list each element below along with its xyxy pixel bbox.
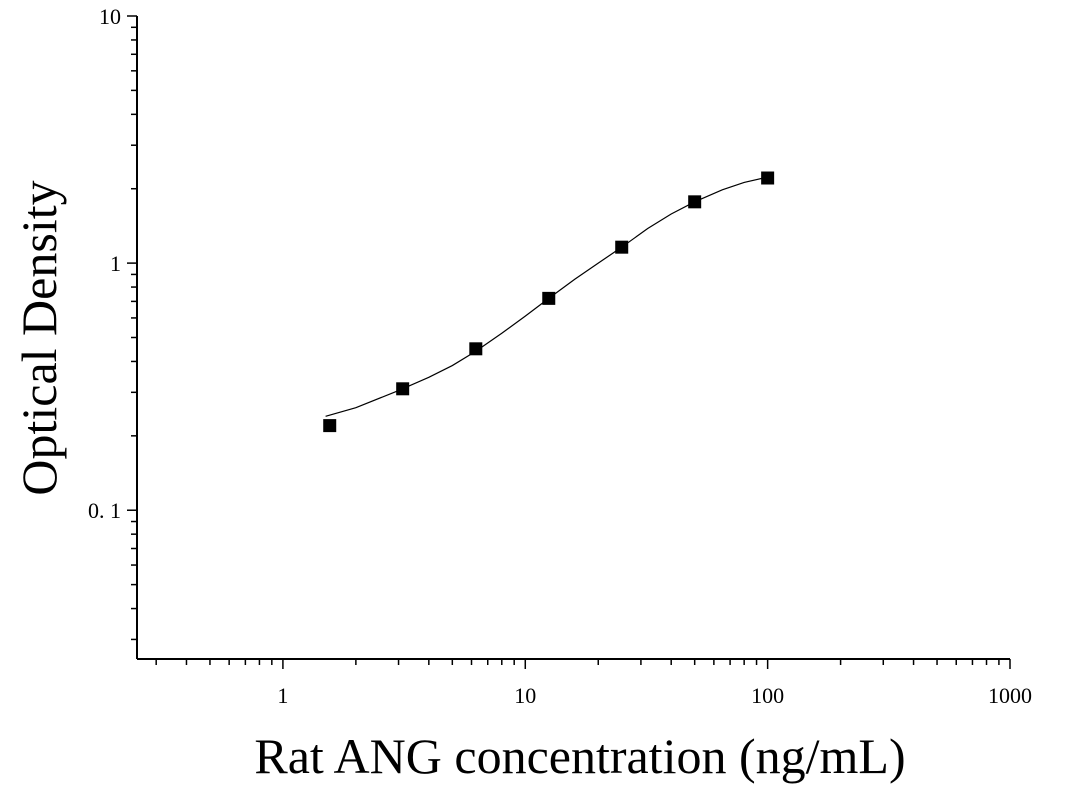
data-point <box>542 291 556 305</box>
data-point <box>615 240 629 254</box>
data-point <box>761 171 775 185</box>
y-axis-title: Optical Density <box>11 180 67 495</box>
x-tick-label: 1 <box>277 683 288 708</box>
y-tick-label: 0. 1 <box>88 498 121 523</box>
axis-ticks: 1 10 100 1000 10 1 0. 1 <box>88 4 1032 708</box>
data-point <box>688 195 702 209</box>
x-tick-label: 1000 <box>988 683 1032 708</box>
y-tick-label: 1 <box>110 251 121 276</box>
x-axis-title: Rat ANG concentration (ng/mL) <box>254 728 905 784</box>
data-points <box>323 171 775 433</box>
data-point <box>323 419 337 433</box>
x-tick-label: 10 <box>514 683 536 708</box>
y-tick-label: 10 <box>99 4 121 29</box>
data-point <box>469 342 483 356</box>
data-point <box>396 382 410 396</box>
x-tick-label: 100 <box>751 683 784 708</box>
axes <box>136 16 1010 660</box>
